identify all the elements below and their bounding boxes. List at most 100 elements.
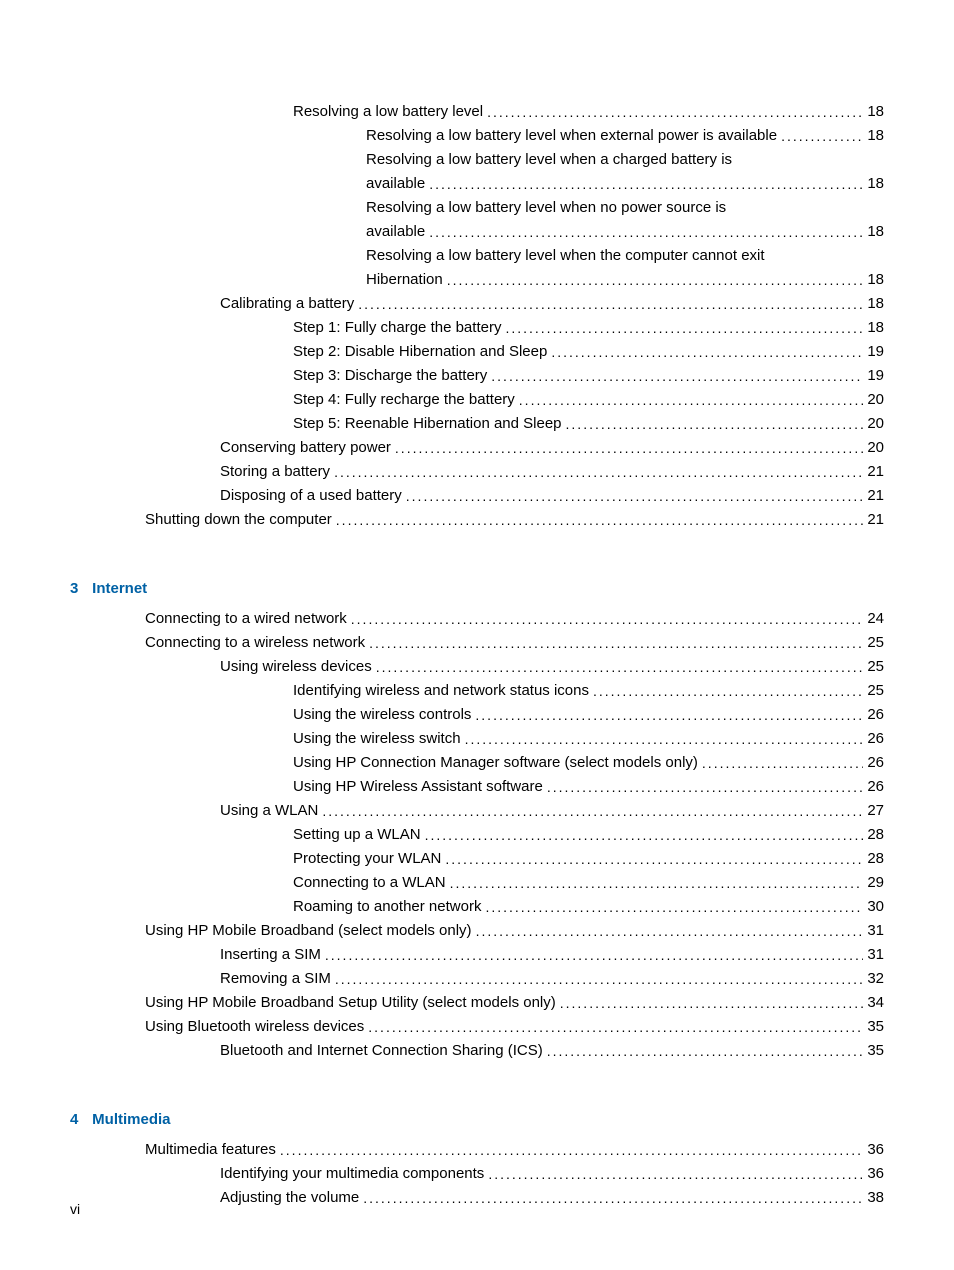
toc-entry-text: Step 3: Discharge the battery xyxy=(293,364,487,388)
toc-page-number: 26 xyxy=(867,727,884,751)
toc-leader-dots: ........................................… xyxy=(376,656,864,678)
toc-leader-dots: ........................................… xyxy=(363,1187,863,1209)
toc-entry-text: Using HP Wireless Assistant software xyxy=(293,775,543,799)
toc-entry-text: Connecting to a wired network xyxy=(145,607,347,631)
toc-page-number: 21 xyxy=(867,460,884,484)
toc-page-number: 18 xyxy=(867,220,884,244)
toc-entry-text: Inserting a SIM xyxy=(220,943,321,967)
toc-page-number: 25 xyxy=(867,631,884,655)
toc-entry[interactable]: Inserting a SIM ........................… xyxy=(220,943,884,967)
toc-page-number: 27 xyxy=(867,799,884,823)
toc-entry[interactable]: Using HP Mobile Broadband Setup Utility … xyxy=(145,991,884,1015)
toc-entry[interactable]: Step 1: Fully charge the battery .......… xyxy=(293,316,884,340)
toc-entry[interactable]: Identifying your multimedia components .… xyxy=(220,1162,884,1186)
toc-leader-dots: ........................................… xyxy=(487,101,863,123)
toc-entry[interactable]: Using a WLAN ...........................… xyxy=(220,799,884,823)
toc-entry[interactable]: Using the wireless switch ..............… xyxy=(293,727,884,751)
chapter-heading-4[interactable]: 4 Multimedia xyxy=(70,1108,884,1132)
toc-entry[interactable]: Setting up a WLAN ......................… xyxy=(293,823,884,847)
toc-leader-dots: ........................................… xyxy=(702,752,863,774)
toc-leader-dots: ........................................… xyxy=(445,848,863,870)
toc-entry-text: available xyxy=(366,172,425,196)
toc-page-number: 21 xyxy=(867,508,884,532)
toc-section-multimedia: Multimedia features ....................… xyxy=(70,1138,884,1210)
toc-entry-text: Disposing of a used battery xyxy=(220,484,402,508)
toc-leader-dots: ........................................… xyxy=(450,872,864,894)
toc-entry[interactable]: Resolving a low battery level when exter… xyxy=(366,124,884,148)
toc-entry-text: Connecting to a WLAN xyxy=(293,871,446,895)
toc-entry-text: Resolving a low battery level when no po… xyxy=(366,196,884,220)
toc-entry[interactable]: Using wireless devices .................… xyxy=(220,655,884,679)
toc-page-number: 35 xyxy=(867,1039,884,1063)
toc-entry[interactable]: Using HP Wireless Assistant software ...… xyxy=(293,775,884,799)
toc-entry[interactable]: Adjusting the volume ...................… xyxy=(220,1186,884,1210)
toc-entry[interactable]: Step 5: Reenable Hibernation and Sleep .… xyxy=(293,412,884,436)
toc-entry[interactable]: Using Bluetooth wireless devices .......… xyxy=(145,1015,884,1039)
toc-leader-dots: ........................................… xyxy=(369,632,863,654)
toc-leader-dots: ........................................… xyxy=(781,125,863,147)
toc-entry[interactable]: Connecting to a WLAN ...................… xyxy=(293,871,884,895)
toc-entry[interactable]: Calibrating a battery ..................… xyxy=(220,292,884,316)
toc-leader-dots: ........................................… xyxy=(505,317,863,339)
toc-entry-text: Bluetooth and Internet Connection Sharin… xyxy=(220,1039,543,1063)
toc-leader-dots: ........................................… xyxy=(447,269,864,291)
toc-leader-dots: ........................................… xyxy=(547,776,864,798)
toc-entry[interactable]: Using the wireless controls ............… xyxy=(293,703,884,727)
toc-leader-dots: ........................................… xyxy=(491,365,863,387)
toc-entry-text: Connecting to a wireless network xyxy=(145,631,365,655)
toc-page-number: 18 xyxy=(867,316,884,340)
toc-entry-text: Resolving a low battery level xyxy=(293,100,483,124)
toc-entry[interactable]: Resolving a low battery level when the c… xyxy=(366,244,884,292)
toc-entry[interactable]: Multimedia features ....................… xyxy=(145,1138,884,1162)
toc-entry[interactable]: Roaming to another network .............… xyxy=(293,895,884,919)
toc-entry[interactable]: Removing a SIM .........................… xyxy=(220,967,884,991)
toc-entry[interactable]: Conserving battery power ...............… xyxy=(220,436,884,460)
toc-entry[interactable]: Disposing of a used battery ............… xyxy=(220,484,884,508)
toc-leader-dots: ........................................… xyxy=(566,413,864,435)
toc-page-number: 30 xyxy=(867,895,884,919)
toc-entry-text: Using wireless devices xyxy=(220,655,372,679)
toc-page-number: 18 xyxy=(867,292,884,316)
toc-section-continued: Resolving a low battery level ..........… xyxy=(70,100,884,532)
toc-page-number: 25 xyxy=(867,679,884,703)
toc-entry-text: Using a WLAN xyxy=(220,799,318,823)
toc-entry-text: Protecting your WLAN xyxy=(293,847,441,871)
toc-entry[interactable]: Connecting to a wireless network .......… xyxy=(145,631,884,655)
toc-page-number: 26 xyxy=(867,703,884,727)
toc-entry-text: Storing a battery xyxy=(220,460,330,484)
toc-page-number: 38 xyxy=(867,1186,884,1210)
toc-entry-text: Step 1: Fully charge the battery xyxy=(293,316,501,340)
toc-entry-text: Step 2: Disable Hibernation and Sleep xyxy=(293,340,547,364)
toc-page-number: 32 xyxy=(867,967,884,991)
toc-entry-text: Step 5: Reenable Hibernation and Sleep xyxy=(293,412,562,436)
toc-entry[interactable]: Step 4: Fully recharge the battery .....… xyxy=(293,388,884,412)
toc-entry[interactable]: Identifying wireless and network status … xyxy=(293,679,884,703)
toc-leader-dots: ........................................… xyxy=(485,896,863,918)
toc-entry[interactable]: Storing a battery ......................… xyxy=(220,460,884,484)
toc-entry-text: Using Bluetooth wireless devices xyxy=(145,1015,364,1039)
toc-leader-dots: ........................................… xyxy=(476,920,864,942)
chapter-title: Internet xyxy=(92,580,147,597)
toc-entry[interactable]: Using HP Mobile Broadband (select models… xyxy=(145,919,884,943)
toc-leader-dots: ........................................… xyxy=(488,1163,863,1185)
toc-entry[interactable]: Bluetooth and Internet Connection Sharin… xyxy=(220,1039,884,1063)
toc-entry-text: Resolving a low battery level when exter… xyxy=(366,124,777,148)
toc-entry[interactable]: Connecting to a wired network ..........… xyxy=(145,607,884,631)
toc-leader-dots: ........................................… xyxy=(395,437,863,459)
chapter-heading-3[interactable]: 3 Internet xyxy=(70,577,884,601)
toc-entry[interactable]: Shutting down the computer .............… xyxy=(145,508,884,532)
toc-entry-text: Conserving battery power xyxy=(220,436,391,460)
toc-entry[interactable]: Resolving a low battery level ..........… xyxy=(293,100,884,124)
toc-entry-text: Using HP Mobile Broadband Setup Utility … xyxy=(145,991,556,1015)
toc-entry[interactable]: Using HP Connection Manager software (se… xyxy=(293,751,884,775)
toc-entry[interactable]: Resolving a low battery level when no po… xyxy=(366,196,884,244)
page-number-footer: vi xyxy=(70,1198,80,1220)
chapter-number: 4 xyxy=(70,1108,88,1132)
toc-entry-text: Resolving a low battery level when the c… xyxy=(366,244,884,268)
toc-entry[interactable]: Resolving a low battery level when a cha… xyxy=(366,148,884,196)
toc-entry[interactable]: Step 2: Disable Hibernation and Sleep ..… xyxy=(293,340,884,364)
toc-entry[interactable]: Step 3: Discharge the battery ..........… xyxy=(293,364,884,388)
toc-entry[interactable]: Protecting your WLAN ...................… xyxy=(293,847,884,871)
toc-entry-text: Roaming to another network xyxy=(293,895,481,919)
toc-page-number: 26 xyxy=(867,751,884,775)
